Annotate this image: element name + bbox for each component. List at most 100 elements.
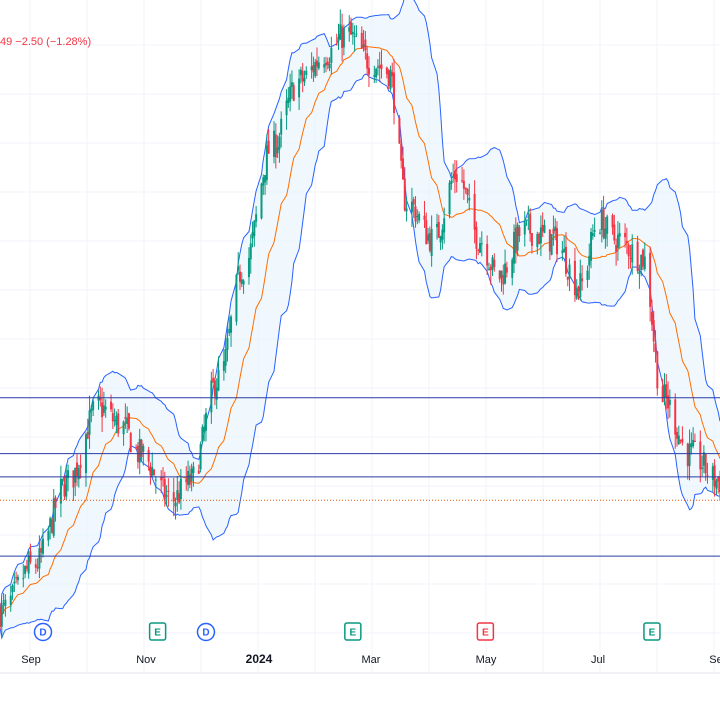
candle (527, 205, 530, 231)
candle (380, 49, 383, 79)
candle-body (149, 466, 152, 476)
candle-body (486, 243, 489, 266)
candle-body (305, 70, 308, 75)
earnings-marker[interactable]: E (476, 622, 495, 641)
candle (74, 467, 77, 497)
candle (335, 33, 338, 46)
candle (588, 243, 591, 280)
candle-body (513, 232, 516, 264)
candle (15, 571, 18, 584)
candle (301, 62, 304, 93)
candle-body (400, 143, 403, 161)
candle-body (514, 227, 517, 253)
candle-body (640, 254, 643, 270)
candle (240, 272, 243, 288)
time-axis[interactable]: Sep Nov 2024 Mar May Jul Se (21, 652, 720, 666)
candle-body (493, 259, 496, 268)
earnings-marker[interactable]: E (643, 622, 661, 641)
candle-body (188, 474, 191, 485)
candle (643, 242, 646, 272)
candle (22, 564, 25, 588)
candle (49, 516, 52, 540)
candle (136, 442, 139, 469)
candle (437, 215, 440, 238)
candle-body (616, 234, 619, 249)
candle (376, 59, 379, 76)
x-tick-label[interactable]: Nov (136, 654, 156, 666)
candle (213, 377, 216, 406)
candle-body (176, 490, 179, 501)
x-tick-label[interactable]: Mar (362, 654, 381, 666)
candle-body (350, 22, 353, 35)
candle (462, 169, 465, 200)
candle (260, 182, 263, 220)
dividend-marker[interactable]: D (196, 622, 216, 642)
candle (385, 66, 388, 79)
candle (124, 403, 127, 429)
candle-body (375, 68, 378, 78)
dividend-marker[interactable]: D (33, 622, 53, 642)
candle-body (13, 581, 16, 584)
earnings-marker[interactable]: E (344, 622, 362, 641)
candle (4, 594, 7, 617)
candle-body (348, 27, 351, 32)
x-tick-label[interactable]: Se (709, 654, 720, 666)
candle (556, 221, 559, 263)
candle (713, 459, 716, 497)
candle-body (11, 585, 14, 593)
candle (287, 87, 290, 108)
candle (278, 132, 281, 163)
candle-body (40, 548, 43, 553)
candle-body (163, 479, 166, 500)
candle-body (111, 413, 114, 422)
candle-body (228, 328, 231, 334)
candle-body (122, 421, 125, 435)
candle-body (527, 216, 530, 218)
candle (102, 391, 105, 416)
candle (479, 237, 481, 253)
candle-body (126, 417, 129, 425)
candle-body (54, 497, 57, 508)
candle (661, 378, 664, 403)
x-tick-label[interactable]: Jul (591, 654, 605, 666)
x-tick-label[interactable]: 2024 (246, 652, 273, 666)
candle (430, 215, 433, 267)
candle-body (539, 227, 542, 244)
candle-body (523, 221, 526, 235)
candle-body (213, 380, 216, 397)
candle (222, 349, 225, 381)
candle (378, 51, 381, 83)
candle-body (378, 65, 381, 69)
candle (649, 246, 652, 322)
x-tick-label[interactable]: Sep (21, 654, 41, 666)
candle-body (301, 71, 304, 82)
candle-body (693, 440, 696, 442)
candle (135, 444, 138, 450)
candle (615, 238, 618, 266)
candle (400, 139, 403, 169)
candle-body (50, 519, 53, 533)
candle (423, 200, 426, 228)
candle (362, 29, 365, 52)
candle-body (480, 243, 483, 245)
candle-body (502, 275, 505, 285)
candle-body (676, 432, 679, 439)
candle-body (47, 531, 50, 541)
candle-body (339, 24, 342, 40)
x-tick-label[interactable]: May (476, 654, 497, 666)
candle-body (704, 454, 707, 474)
earnings-marker[interactable]: E (148, 622, 167, 641)
candle-body (564, 246, 567, 274)
candle (665, 374, 668, 410)
candle (701, 455, 704, 477)
candle-body (586, 270, 589, 280)
candle (629, 244, 632, 269)
candle-body (267, 140, 270, 154)
candle-body (273, 130, 276, 157)
candle-body (500, 270, 503, 278)
candle-body (548, 229, 551, 252)
candle-body (187, 470, 190, 485)
candle-body (525, 219, 528, 221)
